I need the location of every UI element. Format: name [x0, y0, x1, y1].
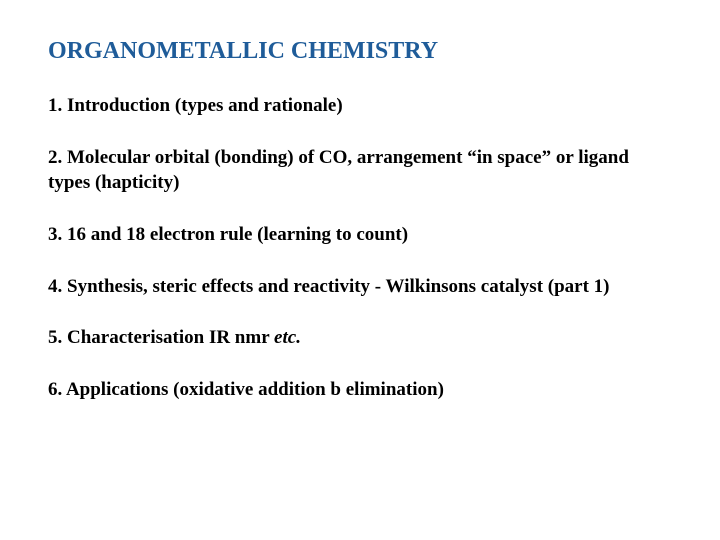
page-title: ORGANOMETALLIC CHEMISTRY — [48, 38, 672, 65]
list-item: 6. Applications (oxidative addition b el… — [48, 377, 672, 403]
list-item: 2. Molecular orbital (bonding) of CO, ar… — [48, 145, 672, 196]
list-item-text: 5. Characterisation IR nmr — [48, 327, 274, 348]
list-item: 5. Characterisation IR nmr etc. — [48, 325, 672, 351]
list-item: 1. Introduction (types and rationale) — [48, 93, 672, 119]
list-item: 4. Synthesis, steric effects and reactiv… — [48, 274, 672, 300]
etc-text: etc. — [274, 327, 301, 348]
list-item: 3. 16 and 18 electron rule (learning to … — [48, 222, 672, 248]
